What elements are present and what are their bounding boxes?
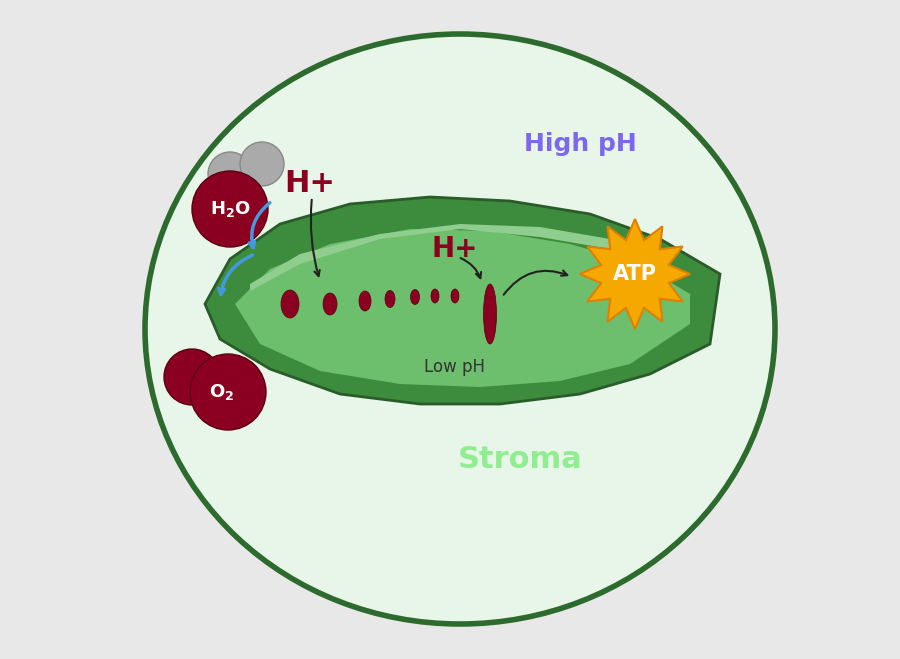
Ellipse shape	[431, 289, 439, 303]
Text: $\mathregular{H_2O}$: $\mathregular{H_2O}$	[210, 199, 250, 219]
Polygon shape	[580, 219, 690, 329]
Text: H+: H+	[432, 235, 478, 263]
Ellipse shape	[323, 293, 337, 315]
Polygon shape	[235, 229, 690, 387]
Polygon shape	[250, 224, 670, 291]
Ellipse shape	[483, 284, 497, 344]
Text: ATP: ATP	[613, 264, 657, 284]
Ellipse shape	[359, 291, 371, 311]
Ellipse shape	[145, 34, 775, 624]
Ellipse shape	[281, 290, 299, 318]
Text: Stroma: Stroma	[457, 445, 582, 474]
Text: High pH: High pH	[524, 132, 636, 156]
Ellipse shape	[410, 289, 419, 304]
Ellipse shape	[451, 289, 459, 303]
Circle shape	[240, 142, 284, 186]
Circle shape	[208, 152, 252, 196]
Polygon shape	[205, 197, 720, 404]
Ellipse shape	[385, 291, 395, 308]
Text: H+: H+	[284, 169, 336, 198]
Circle shape	[192, 171, 268, 247]
Circle shape	[190, 354, 266, 430]
Text: $\mathregular{O_2}$: $\mathregular{O_2}$	[210, 382, 235, 402]
Circle shape	[164, 349, 220, 405]
Text: Low pH: Low pH	[425, 358, 485, 376]
